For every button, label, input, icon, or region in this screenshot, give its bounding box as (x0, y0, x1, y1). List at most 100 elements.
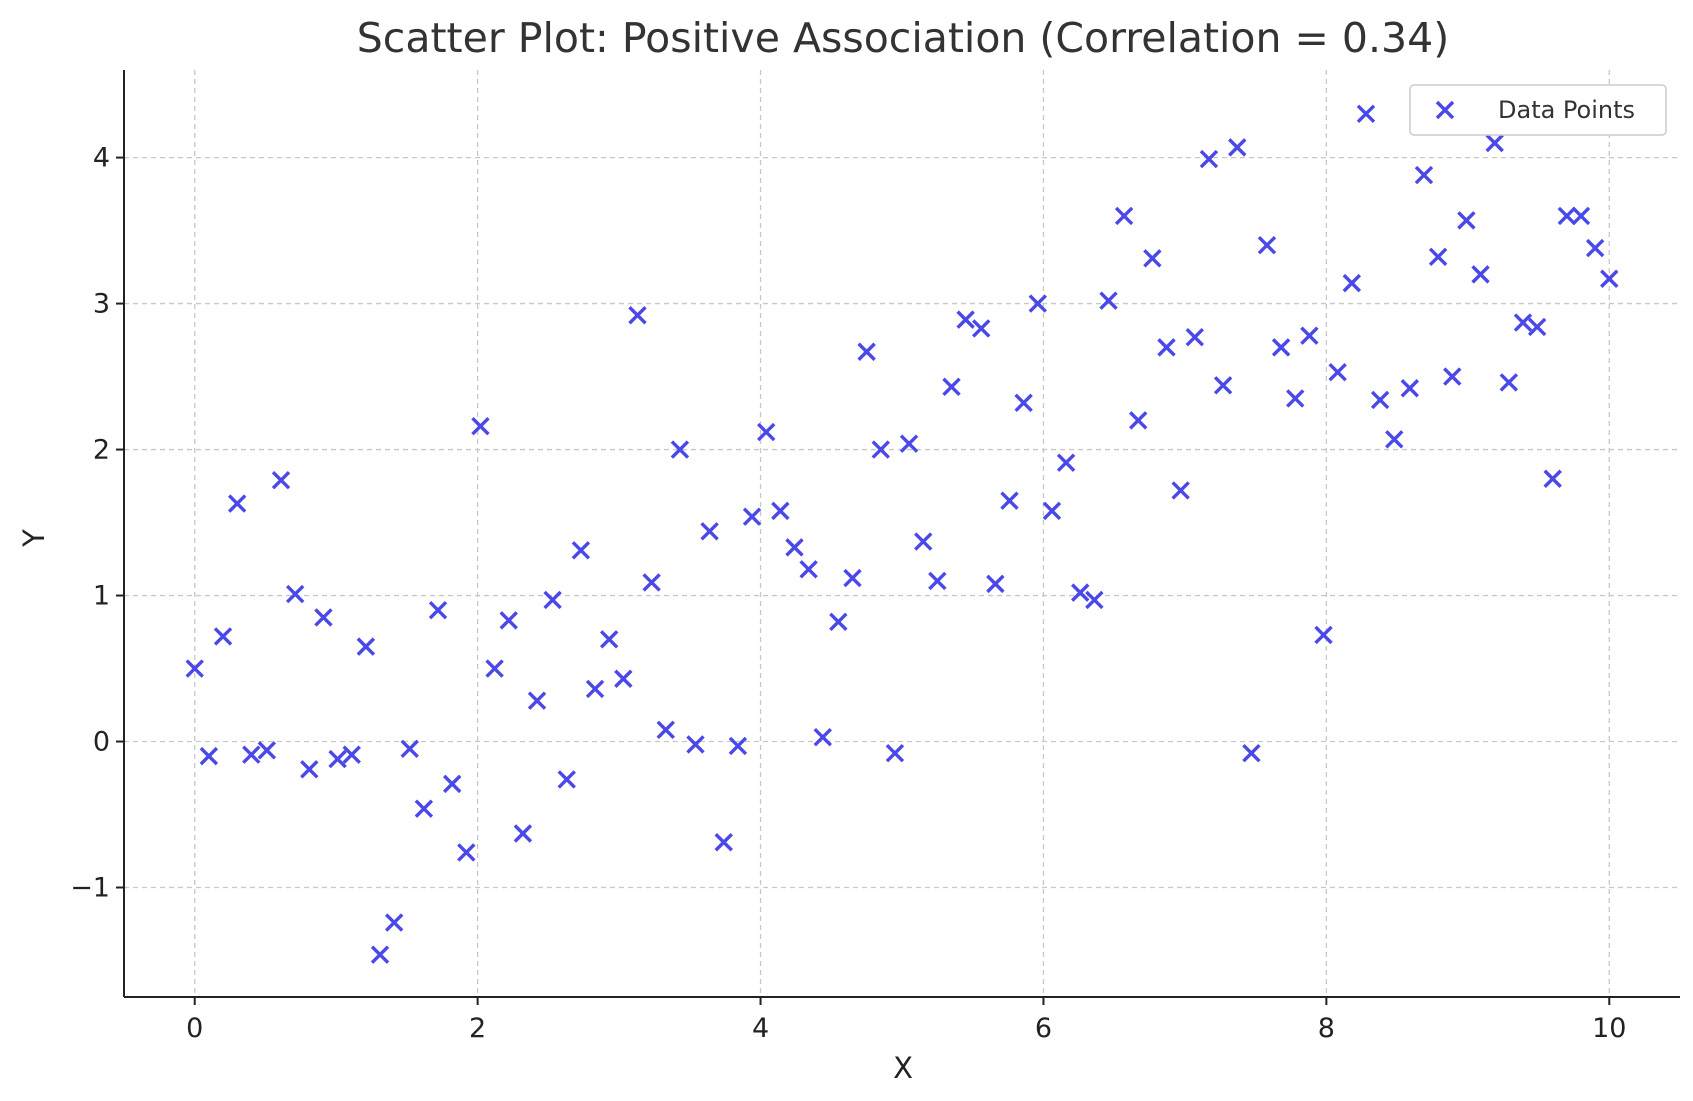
data-point (1286, 389, 1305, 408)
data-point (914, 532, 933, 551)
data-point (356, 637, 376, 656)
data-point (1314, 625, 1333, 645)
data-point (656, 720, 675, 740)
data-point (1499, 373, 1519, 392)
axes: 0 2 4 6 8 10 −1 0 1 2 3 4 (70, 70, 1680, 1044)
data-point (1157, 338, 1176, 357)
data-point (928, 571, 947, 591)
data-point (628, 306, 647, 325)
data-point (314, 608, 333, 627)
data-point (1114, 206, 1134, 226)
data-point (1527, 317, 1547, 337)
data-point (899, 434, 919, 453)
data-point (370, 945, 390, 964)
data-point (342, 745, 361, 764)
data-point (1342, 273, 1362, 293)
data-point (599, 630, 619, 649)
data-point (1557, 206, 1577, 226)
data-point (485, 659, 504, 678)
data-point (1099, 291, 1118, 310)
data-point (742, 507, 762, 526)
data-point (1071, 583, 1090, 602)
data-point (213, 627, 233, 646)
data-point (986, 574, 1005, 594)
x-tick-label: 2 (469, 1013, 486, 1044)
data-point (1000, 491, 1019, 510)
data-point (972, 319, 991, 338)
data-point (400, 739, 419, 759)
data-point (527, 691, 547, 710)
x-axis-label: X (893, 1051, 913, 1085)
data-point (1443, 367, 1462, 386)
grid (124, 70, 1680, 997)
y-tick-label: −1 (70, 873, 110, 904)
legend-x-marker (1435, 100, 1455, 120)
data-point (785, 538, 804, 557)
data-point (1028, 294, 1047, 313)
x-tick-label: 6 (1035, 1013, 1052, 1044)
data-point (1199, 149, 1219, 169)
legend: Data Points (1409, 84, 1667, 136)
data-point (457, 843, 476, 862)
x-tick-label: 0 (186, 1013, 203, 1044)
y-tick-label: 2 (93, 435, 110, 466)
data-point (771, 501, 790, 521)
data-point (942, 377, 961, 396)
data-point (642, 573, 661, 592)
data-point (885, 744, 905, 763)
data-point (1129, 411, 1148, 430)
chart-title: Scatter Plot: Positive Association (Corr… (357, 14, 1449, 62)
data-point (1228, 138, 1247, 157)
data-point (499, 611, 518, 630)
y-axis-label: Y (17, 529, 51, 548)
data-points (185, 104, 1619, 964)
data-point (843, 568, 862, 588)
data-point (513, 824, 533, 843)
data-point (271, 471, 291, 490)
data-point (700, 522, 719, 541)
data-point (428, 600, 448, 620)
data-point (585, 679, 605, 699)
x-tick-label: 4 (752, 1013, 769, 1044)
data-point (1485, 133, 1504, 153)
data-point (185, 659, 204, 678)
legend-label: Data Points (1498, 96, 1635, 124)
data-point (242, 745, 261, 764)
data-point (1543, 469, 1562, 488)
data-point (199, 746, 219, 766)
data-point (1271, 338, 1291, 357)
data-point (1242, 744, 1261, 763)
data-point (1300, 326, 1319, 345)
data-point (614, 669, 633, 688)
data-point (757, 422, 776, 442)
data-point (1471, 265, 1490, 284)
data-point (1457, 211, 1476, 230)
data-point (857, 342, 876, 361)
data-point (714, 833, 733, 852)
data-point (1414, 165, 1434, 185)
data-point (557, 770, 576, 789)
data-point (1042, 501, 1062, 521)
data-point (1213, 376, 1233, 395)
data-point (829, 612, 848, 632)
data-point (1370, 390, 1390, 410)
legend-marker-icon (1435, 100, 1455, 120)
y-tick-label: 4 (93, 143, 110, 174)
data-point (471, 416, 490, 436)
data-point (1600, 269, 1619, 288)
data-point (414, 799, 434, 818)
data-point (1585, 238, 1605, 258)
data-point (1014, 393, 1033, 413)
data-point (1571, 206, 1591, 226)
data-point (670, 440, 690, 459)
data-point (1385, 430, 1404, 449)
data-point (442, 774, 462, 794)
y-tick-label: 0 (93, 727, 110, 758)
data-point (543, 590, 562, 610)
data-point (1513, 313, 1533, 332)
data-point (871, 440, 890, 459)
data-point (799, 560, 818, 579)
x-tick-label: 8 (1318, 1013, 1335, 1044)
data-point (728, 736, 748, 756)
data-point (956, 310, 975, 329)
